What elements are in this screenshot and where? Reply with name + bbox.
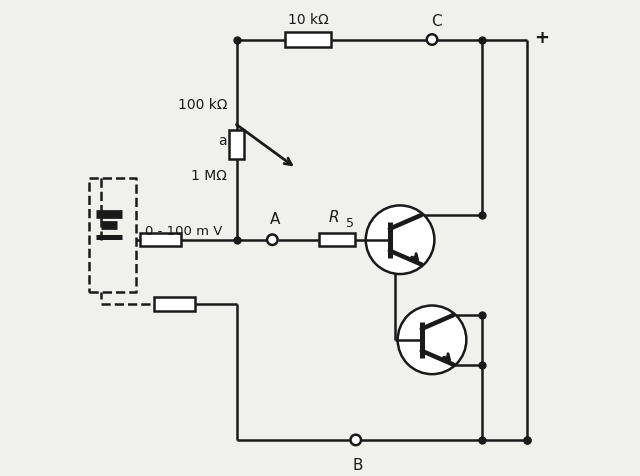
Circle shape [267, 235, 278, 246]
Text: 5: 5 [346, 217, 354, 230]
Text: 1 MΩ: 1 MΩ [191, 169, 227, 183]
Text: B: B [353, 456, 364, 472]
Text: a: a [218, 133, 227, 147]
Circle shape [351, 435, 361, 445]
Bar [140, 234, 180, 247]
Circle shape [397, 306, 467, 374]
Bar [154, 298, 195, 311]
Circle shape [427, 35, 437, 46]
Text: 100 kΩ: 100 kΩ [177, 98, 227, 112]
Text: R: R [329, 210, 340, 225]
Text: C: C [431, 14, 442, 29]
Text: +: + [534, 29, 550, 47]
Text: 0 - 100 m V: 0 - 100 m V [145, 224, 223, 237]
Bar [319, 234, 355, 247]
Text: A: A [269, 212, 280, 227]
Circle shape [366, 206, 435, 275]
Bar [285, 33, 331, 48]
Bar [229, 131, 244, 159]
Text: 10 kΩ: 10 kΩ [288, 13, 328, 27]
